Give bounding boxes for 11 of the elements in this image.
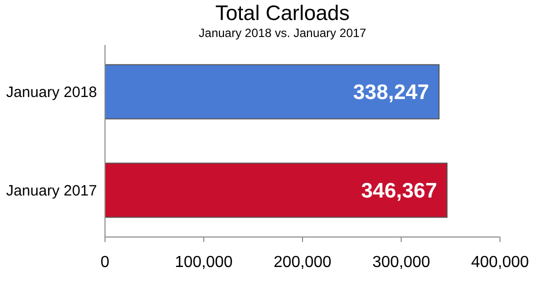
chart-title: Total Carloads xyxy=(215,2,350,25)
y-tick-label: January 2018 xyxy=(6,84,97,102)
x-tick-label: 300,000 xyxy=(372,254,430,271)
chart-subtitle: January 2018 vs. January 2017 xyxy=(198,26,367,40)
data-label: 346,367 xyxy=(361,180,438,203)
x-tick-label: 200,000 xyxy=(274,254,332,271)
y-tick-label: January 2017 xyxy=(6,182,97,200)
x-tick-label: 100,000 xyxy=(174,254,233,271)
data-label: 338,247 xyxy=(353,81,430,104)
x-tick-label: 400,000 xyxy=(471,254,530,271)
x-tick-label: 0 xyxy=(100,254,110,271)
